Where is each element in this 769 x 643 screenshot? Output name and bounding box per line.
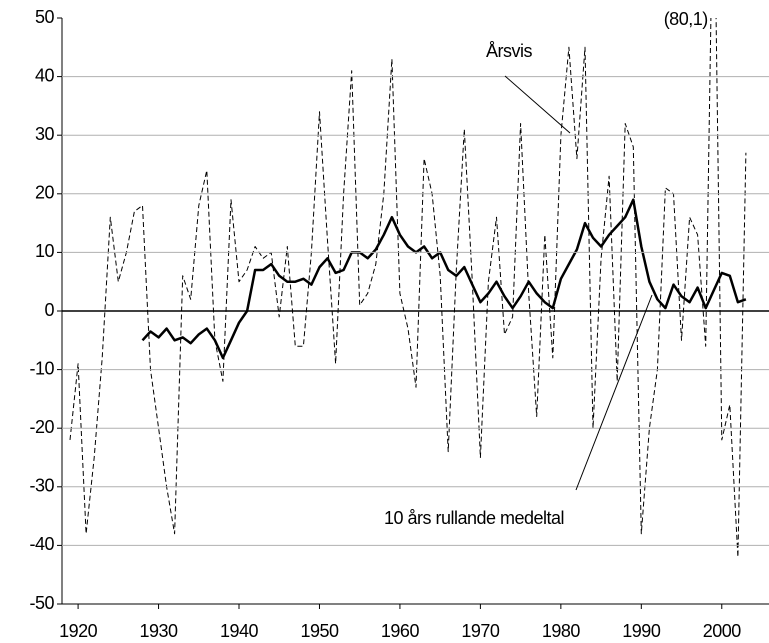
x-tick-label: 1930: [140, 621, 179, 641]
y-tick-label: -40: [29, 534, 54, 554]
x-tick-label: 1980: [542, 621, 581, 641]
series-line: [141, 198, 747, 360]
y-tick-label: 50: [35, 7, 55, 27]
x-tick-label: 1940: [220, 621, 259, 641]
y-tick-label: 0: [44, 300, 54, 320]
x-tick-label: 1990: [622, 621, 661, 641]
x-tick-label: 2000: [703, 621, 742, 641]
y-tick-label: 20: [35, 183, 55, 203]
x-tick-label: 1970: [461, 621, 500, 641]
x-tick-label: 1920: [59, 621, 98, 641]
y-tick-label: -20: [29, 417, 54, 437]
plot-area: [69, 18, 747, 558]
series-label: Årsvis: [486, 41, 532, 61]
y-tick-label: -50: [29, 593, 54, 613]
leader-line: [504, 75, 571, 134]
y-tick-label: -30: [29, 476, 54, 496]
series-line: [69, 18, 747, 558]
x-tick-label: 1950: [300, 621, 339, 641]
y-tick-label: -10: [29, 358, 54, 378]
x-tick-label: 1960: [381, 621, 420, 641]
value-label: (80,1): [664, 9, 708, 29]
leader-line: [575, 294, 653, 491]
y-tick-label: 10: [35, 241, 55, 261]
series-label: 10 års rullande medeltal: [384, 508, 564, 528]
y-tick-label: 40: [35, 65, 55, 85]
y-tick-label: 30: [35, 124, 55, 144]
